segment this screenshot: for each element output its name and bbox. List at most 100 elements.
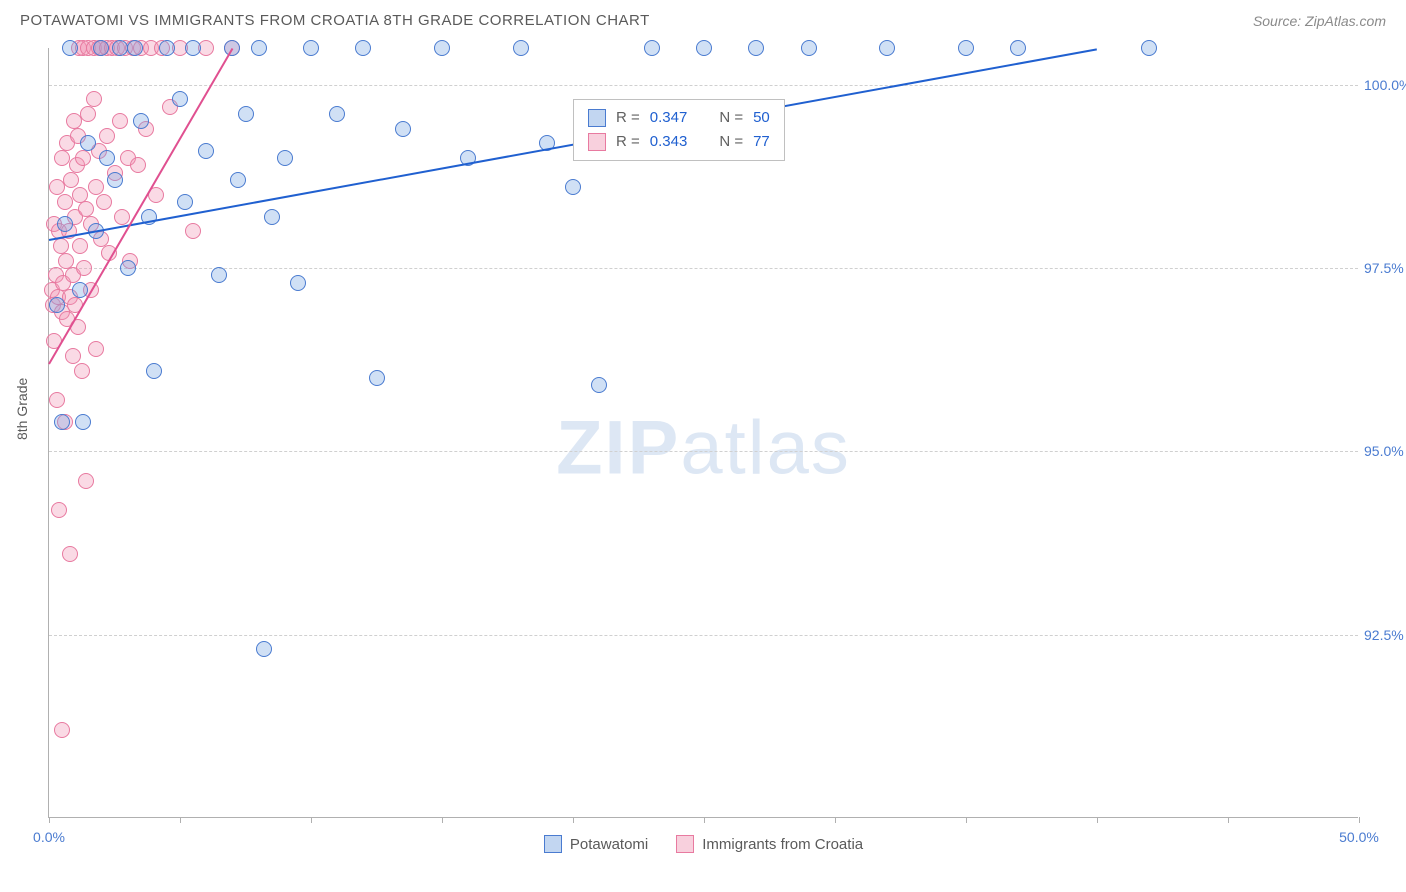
xtick: [966, 817, 967, 823]
n-value: 77: [753, 130, 770, 154]
legend-swatch: [544, 835, 562, 853]
n-label: N =: [719, 106, 743, 130]
xtick: [573, 817, 574, 823]
data-point: [303, 40, 319, 56]
legend-swatch: [588, 109, 606, 127]
xtick: [180, 817, 181, 823]
data-point: [72, 187, 88, 203]
data-point: [78, 473, 94, 489]
data-point: [185, 223, 201, 239]
data-point: [51, 502, 67, 518]
data-point: [74, 363, 90, 379]
data-point: [748, 40, 764, 56]
r-label: R =: [616, 130, 640, 154]
bottom-legend: Potawatomi Immigrants from Croatia: [49, 835, 1358, 853]
data-point: [62, 40, 78, 56]
ytick-label: 92.5%: [1364, 627, 1406, 643]
data-point: [185, 40, 201, 56]
data-point: [53, 238, 69, 254]
xtick: [1097, 817, 1098, 823]
data-point: [86, 91, 102, 107]
data-point: [120, 260, 136, 276]
watermark: ZIPatlas: [556, 404, 851, 491]
xtick: [311, 817, 312, 823]
r-label: R =: [616, 106, 640, 130]
data-point: [96, 194, 112, 210]
regression-line: [48, 48, 233, 364]
data-point: [49, 297, 65, 313]
data-point: [88, 179, 104, 195]
ytick-label: 100.0%: [1364, 77, 1406, 93]
stats-row: R =0.347N =50: [588, 106, 770, 130]
xtick: [1359, 817, 1360, 823]
data-point: [591, 377, 607, 393]
data-point: [146, 363, 162, 379]
data-point: [513, 40, 529, 56]
data-point: [80, 106, 96, 122]
xtick: [704, 817, 705, 823]
gridline: [49, 635, 1358, 636]
chart-title: POTAWATOMI VS IMMIGRANTS FROM CROATIA 8T…: [20, 12, 650, 29]
ytick-label: 97.5%: [1364, 260, 1406, 276]
data-point: [57, 216, 73, 232]
data-point: [127, 40, 143, 56]
gridline: [49, 268, 1358, 269]
data-point: [72, 282, 88, 298]
data-point: [75, 414, 91, 430]
legend-swatch: [588, 133, 606, 151]
data-point: [1141, 40, 1157, 56]
scatter-chart: ZIPatlas PotawatomiImmigrants from Croat…: [48, 48, 1358, 818]
data-point: [88, 341, 104, 357]
data-point: [112, 113, 128, 129]
data-point: [696, 40, 712, 56]
r-value: 0.343: [650, 130, 688, 154]
legend-swatch: [676, 835, 694, 853]
data-point: [63, 172, 79, 188]
data-point: [54, 414, 70, 430]
data-point: [256, 641, 272, 657]
data-point: [112, 40, 128, 56]
xtick-label: 0.0%: [33, 829, 65, 845]
data-point: [264, 209, 280, 225]
data-point: [277, 150, 293, 166]
xtick: [1228, 817, 1229, 823]
data-point: [99, 128, 115, 144]
data-point: [369, 370, 385, 386]
data-point: [133, 113, 149, 129]
xtick: [49, 817, 50, 823]
data-point: [251, 40, 267, 56]
data-point: [80, 135, 96, 151]
data-point: [57, 194, 73, 210]
data-point: [54, 722, 70, 738]
data-point: [395, 121, 411, 137]
n-label: N =: [719, 130, 743, 154]
data-point: [66, 113, 82, 129]
data-point: [99, 150, 115, 166]
xtick-label: 50.0%: [1339, 829, 1379, 845]
ytick-label: 95.0%: [1364, 443, 1406, 459]
data-point: [130, 157, 146, 173]
data-point: [114, 209, 130, 225]
data-point: [49, 392, 65, 408]
gridline: [49, 85, 1358, 86]
source-label: Source: ZipAtlas.com: [1253, 13, 1386, 29]
legend-item: Immigrants from Croatia: [676, 835, 863, 853]
data-point: [434, 40, 450, 56]
data-point: [198, 143, 214, 159]
data-point: [172, 91, 188, 107]
data-point: [230, 172, 246, 188]
data-point: [93, 40, 109, 56]
r-value: 0.347: [650, 106, 688, 130]
data-point: [1010, 40, 1026, 56]
xtick: [835, 817, 836, 823]
data-point: [75, 150, 91, 166]
data-point: [958, 40, 974, 56]
data-point: [238, 106, 254, 122]
data-point: [644, 40, 660, 56]
data-point: [62, 546, 78, 562]
data-point: [159, 40, 175, 56]
stats-row: R = 0.343 N = 77: [588, 130, 770, 154]
data-point: [355, 40, 371, 56]
data-point: [72, 238, 88, 254]
legend-label: Potawatomi: [570, 836, 648, 853]
